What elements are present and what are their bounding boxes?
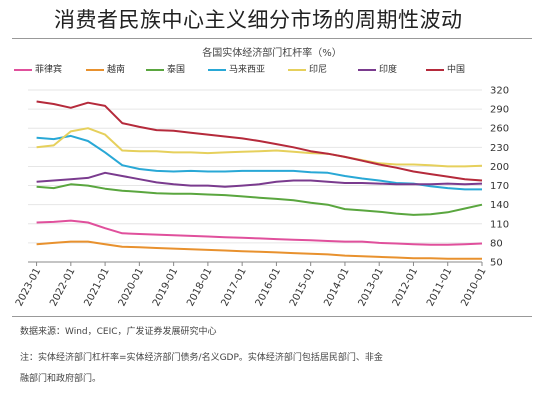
y-tick-label: 140 (490, 200, 509, 211)
x-tick-label: 2018-01 (185, 266, 214, 308)
x-tick-label: 2022-01 (48, 266, 77, 308)
legend-label: 菲律宾 (35, 65, 63, 75)
leverage-note-cont: 融部门和政府部门。 (20, 374, 102, 384)
legend-label: 越南 (107, 65, 126, 75)
legend-swatch (208, 68, 226, 71)
legend-label: 泰国 (167, 65, 186, 75)
series-line-印度 (36, 171, 483, 188)
legend-item: 中国 (426, 62, 465, 75)
y-tick-label: 290 (490, 105, 509, 116)
leverage-note: 注：实体经济部门杠杆率=实体经济部门债务/名义GDP。实体经济部门包括居民部门、… (20, 353, 383, 363)
legend-label: 中国 (447, 65, 466, 75)
legend-label: 印度 (379, 65, 398, 75)
y-tick-label: 200 (490, 162, 509, 173)
series-line-泰国 (36, 183, 483, 216)
legend-swatch (288, 68, 306, 71)
page-headline: 消费者民族中心主义细分市场的周期性波动 (54, 8, 463, 32)
top-rule (12, 38, 532, 39)
series-line-菲律宾 (36, 219, 483, 246)
x-tick-label: 2016-01 (254, 266, 283, 308)
y-tick-label: 230 (490, 143, 509, 154)
series-line-印尼 (36, 127, 483, 168)
x-tick-label: 2011-01 (425, 266, 454, 308)
x-tick-label: 2012-01 (391, 266, 420, 308)
legend-item: 印度 (358, 62, 397, 75)
x-tick-label: 2015-01 (288, 266, 317, 308)
legend-swatch (146, 68, 164, 71)
y-tick-label: 110 (490, 219, 509, 230)
legend-swatch (86, 68, 104, 71)
x-tick-label: 2014-01 (322, 266, 351, 308)
series-line-越南 (36, 240, 482, 260)
legend-label: 印尼 (309, 65, 328, 75)
chart-title: 各国实体经济部门杠杆率（%） (202, 48, 342, 59)
legend-swatch (426, 68, 444, 71)
chart-legend: 菲律宾 越南 泰国 马来西亚 印尼 印度 中国 (14, 62, 534, 78)
x-tick-label: 2021-01 (82, 266, 111, 308)
legend-swatch (14, 68, 32, 71)
y-tick-label: 170 (490, 181, 509, 192)
legend-item: 马来西亚 (208, 62, 265, 75)
legend-item: 越南 (86, 62, 125, 75)
x-tick-label: 2020-01 (117, 266, 146, 308)
legend-item: 菲律宾 (14, 62, 62, 75)
footer-rule (12, 316, 532, 317)
x-tick-label: 2023-01 (14, 266, 43, 308)
x-tick-label: 2019-01 (151, 266, 180, 308)
x-tick-label: 2010-01 (459, 266, 488, 308)
y-tick-label: 80 (490, 238, 503, 249)
legend-item: 泰国 (146, 62, 185, 75)
source-note: 数据来源：Wind，CEIC，广发证券发展研究中心 (20, 327, 217, 337)
x-tick-label: 2013-01 (357, 266, 386, 308)
legend-label: 马来西亚 (229, 65, 266, 75)
y-tick-label: 320 (490, 86, 509, 97)
series-line-马来西亚 (36, 134, 482, 191)
y-tick-label: 50 (490, 258, 503, 269)
y-tick-label: 260 (490, 124, 509, 135)
legend-swatch (358, 68, 376, 71)
legend-item: 印尼 (288, 62, 327, 75)
x-tick-label: 2017-01 (219, 266, 248, 308)
series-line-中国 (36, 100, 483, 182)
